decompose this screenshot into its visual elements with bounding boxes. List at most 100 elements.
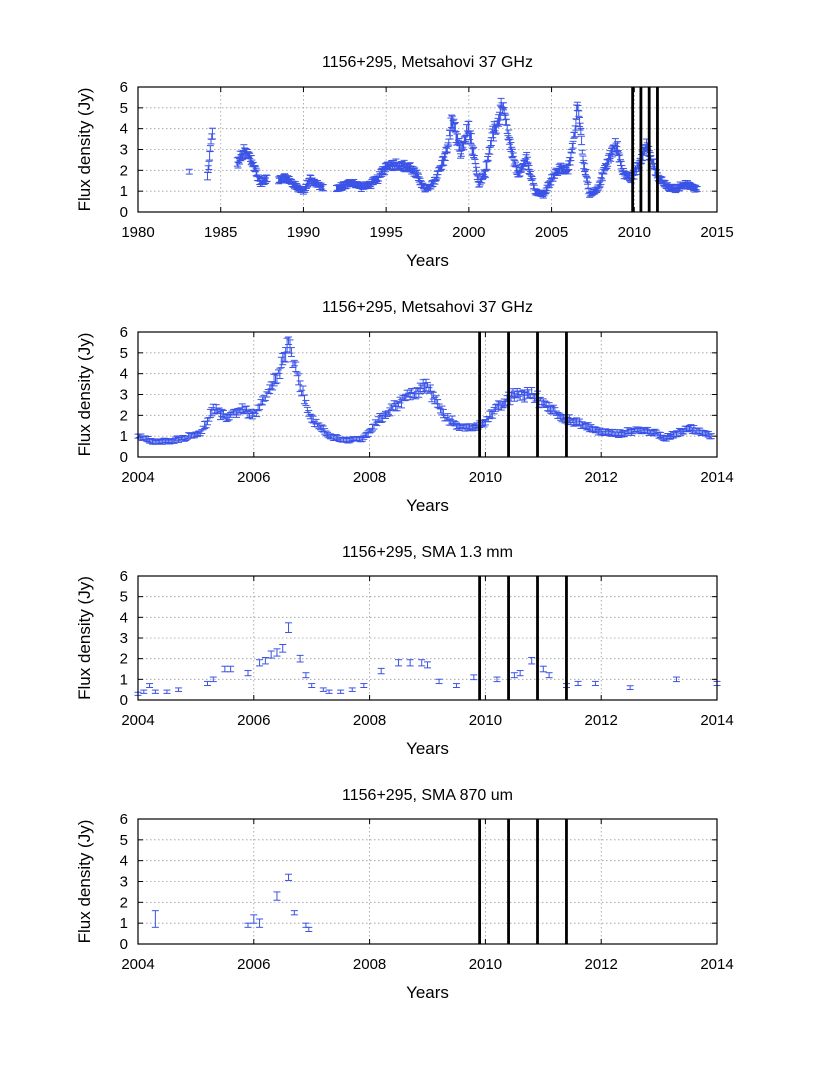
data-point	[470, 674, 478, 681]
x-tick-label: 1985	[204, 224, 237, 241]
x-tick-label: 2000	[452, 224, 485, 241]
data-point	[567, 151, 575, 162]
data-point	[505, 129, 513, 141]
data-point	[257, 399, 265, 405]
y-axis-label: Flux density (Jy)	[75, 820, 94, 944]
data-point	[573, 101, 581, 112]
data-point	[516, 670, 524, 677]
data-point	[305, 926, 313, 932]
y-tick-label: 5	[120, 345, 128, 362]
data-point	[273, 648, 281, 657]
data-point	[547, 405, 555, 414]
y-axis-label: Flux density (Jy)	[75, 576, 94, 700]
data-point	[435, 678, 443, 685]
x-tick-label: 2008	[353, 956, 386, 973]
chart-panel-2: 1156+295, Metsahovi 37 GHz 0 1 2 3 4 5 6 2004 200…	[75, 299, 734, 515]
data-point	[267, 650, 275, 659]
x-tick-label: 2004	[121, 712, 154, 729]
data-point	[232, 410, 240, 418]
x-tick-label: 2010	[618, 224, 651, 241]
y-tick-label: 5	[120, 832, 128, 849]
data-point	[448, 415, 456, 425]
chart-panel-3: 1156+295, SMA 1.3 mm 0 1 2 3 4 5 6 2004 2006 2008 2…	[75, 544, 734, 758]
data-point	[484, 155, 492, 161]
data-point	[244, 922, 252, 928]
x-tick-label: 2014	[700, 469, 733, 486]
y-tick-label: 0	[120, 936, 128, 953]
data-point	[322, 430, 330, 437]
data-point	[285, 873, 293, 881]
data-point	[575, 110, 583, 117]
y-tick-label: 4	[120, 121, 128, 138]
data-point	[151, 910, 159, 928]
data-point	[208, 407, 216, 417]
data-point	[483, 161, 491, 170]
data-point	[628, 428, 636, 436]
data-point	[261, 657, 269, 665]
data-point	[205, 160, 213, 171]
data-point	[256, 918, 264, 928]
plot-frame	[137, 86, 718, 213]
data-point	[574, 105, 582, 111]
data-point	[185, 168, 193, 175]
data-point	[285, 622, 293, 634]
chart-panel-4: 1156+295, SMA 870 um 0 1 2 3 4 5 6 2004 2006 2008 2…	[75, 787, 734, 1002]
data-point	[581, 423, 589, 429]
x-tick-label: 2012	[585, 712, 618, 729]
data-point	[530, 182, 538, 190]
data-point	[337, 689, 345, 694]
plot-frame	[137, 331, 718, 458]
data-point	[256, 659, 264, 667]
y-tick-label: 0	[120, 692, 128, 709]
data-point	[583, 176, 591, 182]
data-point	[285, 336, 293, 346]
data-point	[515, 391, 523, 397]
y-tick-label: 2	[120, 407, 128, 424]
data-point	[481, 170, 489, 178]
data-point	[279, 353, 287, 366]
chart-title: 1156+295, SMA 870 um	[342, 787, 513, 804]
data-point	[348, 687, 356, 692]
data-point	[300, 394, 308, 405]
data-point	[434, 399, 442, 408]
data-point	[279, 644, 287, 653]
data-point	[492, 404, 500, 412]
data-point	[227, 665, 235, 673]
data-point	[262, 177, 270, 185]
x-tick-label: 2008	[353, 469, 386, 486]
data-point	[467, 133, 475, 145]
x-tick-label: 2010	[469, 469, 502, 486]
x-axis-label: Years	[406, 251, 449, 270]
data-point	[452, 683, 460, 688]
data-point	[438, 405, 446, 416]
data-point	[480, 419, 488, 428]
data-point	[693, 186, 701, 193]
data-point	[626, 685, 634, 690]
y-axis-label: Flux density (Jy)	[75, 88, 94, 212]
data-point	[575, 116, 583, 128]
data-point	[672, 676, 680, 683]
data-point	[578, 149, 586, 155]
data-point	[578, 135, 586, 146]
data-point	[175, 687, 183, 692]
data-point	[244, 670, 252, 677]
y-tick-label: 3	[120, 142, 128, 159]
data-point	[510, 390, 518, 402]
y-tick-label: 1	[120, 428, 128, 445]
x-tick-label: 2006	[237, 712, 270, 729]
data-point	[539, 665, 547, 673]
data-point	[520, 392, 528, 403]
data-point	[428, 390, 436, 403]
x-tick-label: 2005	[535, 224, 568, 241]
data-point	[529, 178, 537, 186]
data-point	[386, 407, 394, 417]
data-point	[569, 140, 577, 149]
x-tick-label: 2012	[585, 956, 618, 973]
data-point	[290, 359, 298, 367]
data-point	[303, 406, 311, 413]
data-point	[208, 127, 216, 140]
chart-title: 1156+295, Metsahovi 37 GHz	[322, 299, 533, 316]
y-tick-label: 6	[120, 811, 128, 828]
data-point	[163, 689, 171, 694]
data-point	[577, 127, 585, 135]
